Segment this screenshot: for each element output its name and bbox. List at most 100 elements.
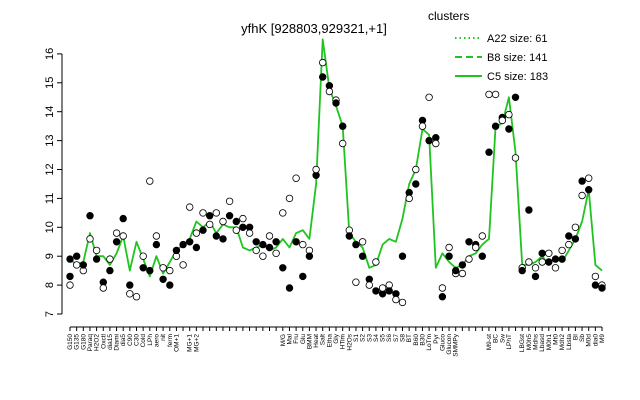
data-point [372, 258, 380, 266]
data-point [425, 93, 433, 101]
data-point [239, 223, 247, 231]
x-tick-label: SMMPy [453, 333, 460, 357]
data-point [339, 122, 347, 130]
data-point [66, 272, 74, 281]
data-point [106, 255, 114, 263]
x-tick-label: Salt [320, 334, 327, 345]
data-point [146, 177, 154, 185]
x-tick-label: Gly [333, 333, 340, 344]
y-tick-label: 14 [44, 106, 56, 118]
x-tick-label: M0h5 [526, 334, 533, 351]
x-tick-label: MG+1 [187, 334, 194, 352]
data-point [152, 232, 161, 240]
data-point [225, 211, 234, 220]
data-point [319, 58, 327, 67]
data-point [119, 214, 127, 223]
data-point [232, 217, 240, 226]
data-point [66, 255, 74, 263]
data-point [92, 246, 101, 255]
data-point [525, 206, 533, 214]
x-tick-label: Sw [499, 334, 506, 343]
legend-entry-c5: C5 size: 183 [487, 71, 548, 83]
data-point [312, 165, 320, 174]
data-point [585, 174, 593, 182]
data-point [491, 90, 500, 99]
x-tick-label: Paraq [87, 334, 94, 352]
x-tick-label: G180 [80, 334, 87, 350]
x-tick-label: H2O2 [94, 334, 101, 351]
x-tick-label: Oxctl [100, 333, 107, 348]
data-point [398, 298, 407, 307]
data-point [212, 209, 220, 217]
data-point [578, 177, 586, 185]
data-point [185, 238, 194, 246]
data-point [352, 240, 360, 249]
data-point [392, 295, 400, 304]
data-point [531, 264, 540, 272]
data-point [86, 211, 94, 220]
data-point [285, 284, 294, 292]
y-tick-label: 8 [44, 282, 56, 288]
data-point [478, 252, 486, 260]
data-point [219, 235, 227, 243]
data-point [72, 252, 81, 260]
x-tick-label: B60 [413, 334, 420, 346]
data-point [132, 293, 141, 301]
data-point [378, 284, 387, 292]
x-tick-label: S8 [400, 334, 407, 342]
data-point [591, 272, 600, 281]
data-point [285, 194, 294, 203]
x-axis: G150 G135 G180 Paraq H2O2 Oxctl dia15 Diami dia5… [67, 326, 606, 357]
x-tick-label: dia15 [107, 334, 114, 350]
x-tick-label: Mt0 [552, 334, 559, 345]
data-point [212, 232, 220, 240]
x-tick-label: S5 [380, 334, 387, 342]
x-tick-label: G150 [67, 334, 74, 350]
data-point [159, 264, 167, 272]
x-tick-label: LPh [147, 334, 154, 346]
x-tick-label: M9-st [486, 334, 493, 350]
data-point [126, 290, 134, 298]
y-tick-label: 13 [44, 134, 56, 146]
data-point [405, 194, 413, 203]
data-point [239, 214, 247, 223]
data-point [166, 281, 174, 289]
y-tick-label: 9 [44, 253, 56, 259]
x-tick-label: LoTm [426, 334, 433, 351]
x-tick-label: M0d [586, 334, 593, 347]
data-point [112, 238, 121, 246]
data-point [126, 281, 134, 289]
data-point [452, 266, 460, 275]
data-point [86, 235, 94, 243]
data-point [465, 255, 473, 263]
x-tick-label: S4 [373, 334, 380, 342]
x-tick-label: Lbsta [566, 334, 573, 350]
data-point [505, 110, 513, 119]
x-tick-label: dia5 [120, 334, 127, 347]
data-point [458, 261, 467, 269]
x-tick-label: H2Os [346, 333, 353, 350]
data-point [511, 93, 520, 101]
data-point [252, 238, 260, 246]
data-point [106, 266, 114, 275]
data-point [571, 223, 580, 231]
x-tick-label: S7 [393, 334, 400, 342]
x-tick-label: Etha [326, 334, 333, 348]
data-point [445, 243, 453, 252]
x-tick-label: Gluco [439, 334, 446, 351]
data-point [272, 249, 280, 257]
x-tick-label: BT [406, 334, 413, 342]
x-tick-label: S6 [386, 334, 393, 342]
data-point [565, 240, 573, 249]
data-point [505, 125, 513, 133]
data-point [245, 229, 254, 237]
x-tick-label: Heat [313, 334, 320, 348]
data-point [385, 287, 393, 295]
data-point [585, 185, 593, 194]
x-tick-label: S2 [360, 334, 367, 342]
data-point [252, 246, 260, 255]
data-point [205, 220, 214, 229]
data-point [279, 264, 287, 272]
data-point [565, 232, 573, 240]
